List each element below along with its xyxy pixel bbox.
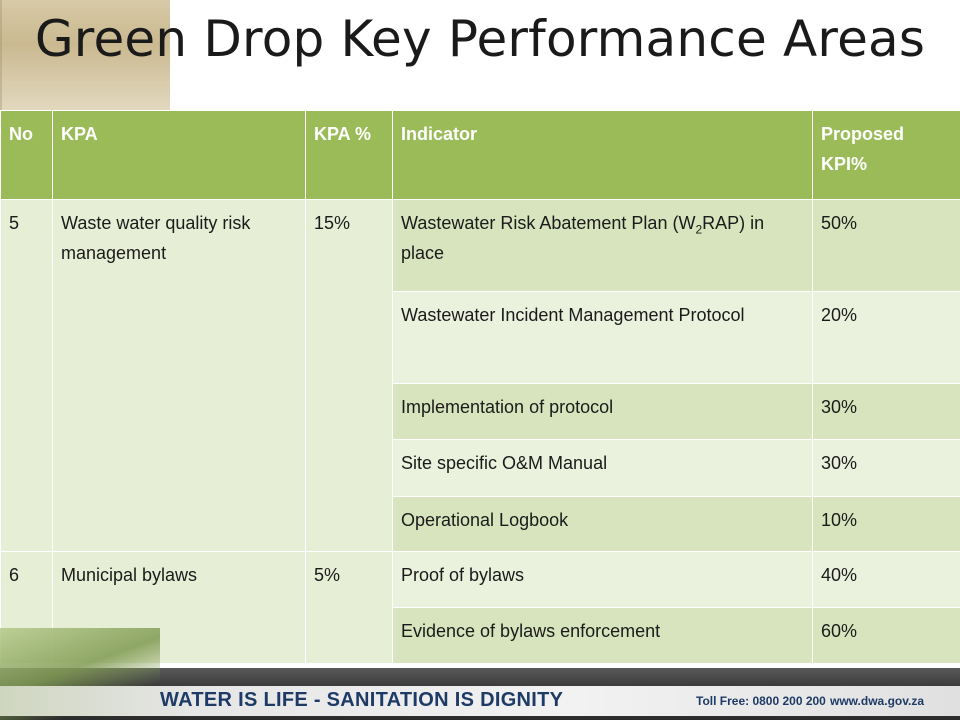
table-row: Implementation of protocol 30% xyxy=(1,383,960,440)
header-proposed-kpi: Proposed KPI% xyxy=(812,110,960,200)
cell-no: 5 xyxy=(0,199,53,552)
footer-toll-free: Toll Free: 0800 200 200 xyxy=(696,694,826,708)
cell-kpi: 20% xyxy=(812,291,960,384)
indicator-text-pre: Wastewater Risk Abatement Plan (W xyxy=(401,213,696,233)
header-kpa: KPA xyxy=(52,110,306,200)
cell-kpi: 30% xyxy=(812,439,960,497)
header-no: No xyxy=(0,110,53,200)
cell-kpi: 60% xyxy=(812,607,960,664)
cell-indicator: Proof of bylaws xyxy=(392,551,813,608)
cell-indicator: Wastewater Incident Management Protocol xyxy=(392,291,813,384)
footer-slogan: WATER IS LIFE - SANITATION IS DIGNITY xyxy=(160,689,564,711)
table-row: Wastewater Incident Management Protocol … xyxy=(1,291,960,384)
cell-kpa-percent: 15% xyxy=(305,199,393,552)
slide-title: Green Drop Key Performance Areas xyxy=(34,10,926,68)
indicator-subscript: 2 xyxy=(695,222,703,237)
footer-website: www.dwa.gov.za xyxy=(830,694,925,708)
table-row: 6 Municipal bylaws 5% Proof of bylaws 40… xyxy=(0,551,960,664)
kpa-table: No KPA KPA % Indicator Proposed KPI% 5 W… xyxy=(0,110,960,664)
header-indicator: Indicator xyxy=(392,110,813,200)
table-row: 5 Waste water quality risk management 15… xyxy=(0,199,960,552)
indicator-text-post: RAP) in place xyxy=(401,213,765,263)
cell-indicator: Site specific O&M Manual xyxy=(392,439,813,497)
cell-kpa: Municipal bylaws xyxy=(52,551,306,664)
cell-kpi: 30% xyxy=(812,383,960,440)
cell-kpa-percent: 5% xyxy=(305,551,393,664)
cell-kpi: 40% xyxy=(812,551,960,608)
header-kpa-percent: KPA % xyxy=(305,110,393,200)
cell-indicator: Operational Logbook xyxy=(392,496,813,552)
cell-indicator: Implementation of protocol xyxy=(392,383,813,440)
cell-kpa: Waste water quality risk management xyxy=(52,199,306,552)
cell-kpi: 10% xyxy=(812,496,960,552)
decorative-backdrop xyxy=(0,0,170,110)
cell-kpi: 50% xyxy=(812,199,960,292)
table-row: Operational Logbook 10% xyxy=(1,496,960,552)
footer-band xyxy=(0,686,960,716)
table-header-row: No KPA KPA % Indicator Proposed KPI% xyxy=(0,110,960,200)
table-row: Site specific O&M Manual 30% xyxy=(1,439,960,497)
table-row: Evidence of bylaws enforcement 60% xyxy=(1,607,960,664)
cell-indicator: Evidence of bylaws enforcement xyxy=(392,607,813,664)
cell-indicator: Wastewater Risk Abatement Plan (W2RAP) i… xyxy=(392,199,813,292)
footer-banner: WATER IS LIFE - SANITATION IS DIGNITY To… xyxy=(0,628,960,720)
